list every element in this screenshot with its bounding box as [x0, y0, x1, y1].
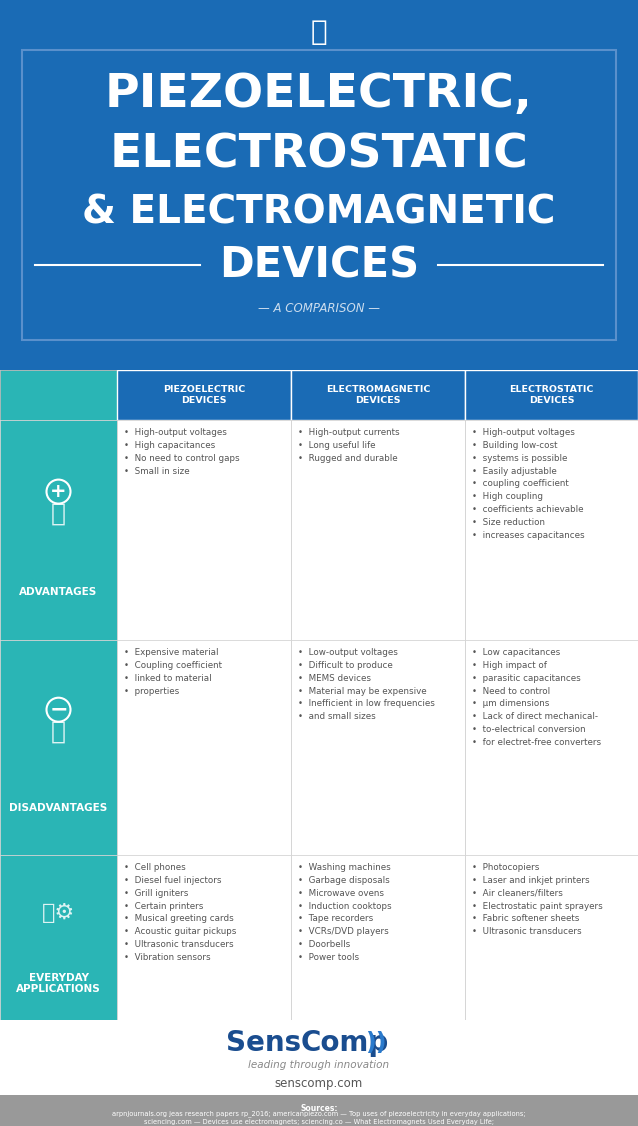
- Text: 🤚: 🤚: [51, 720, 66, 743]
- Bar: [0, 370, 117, 420]
- Bar: [465, 855, 638, 1020]
- Bar: [117, 420, 291, 640]
- Text: Sources:: Sources:: [300, 1103, 338, 1112]
- Bar: [465, 370, 638, 420]
- Text: DISADVANTAGES: DISADVANTAGES: [10, 803, 108, 813]
- Text: 🚶⚙: 🚶⚙: [42, 903, 75, 922]
- Bar: [117, 370, 291, 420]
- Text: senscomp.com: senscomp.com: [275, 1076, 363, 1090]
- Text: •  Low capacitances
•  High impact of
•  parasitic capacitances
•  Need to contr: • Low capacitances • High impact of • pa…: [472, 647, 601, 747]
- Bar: [117, 640, 291, 855]
- Text: )): )): [365, 1031, 387, 1055]
- Bar: [0, 420, 117, 640]
- Text: PIEZOELECTRIC,: PIEZOELECTRIC,: [105, 72, 533, 117]
- Text: •  Photocopiers
•  Laser and inkjet printers
•  Air cleaners/filters
•  Electros: • Photocopiers • Laser and inkjet printe…: [472, 863, 603, 936]
- Text: •  Low-output voltages
•  Difficult to produce
•  MEMS devices
•  Material may b: • Low-output voltages • Difficult to pro…: [298, 647, 435, 722]
- Text: & ELECTROMAGNETIC: & ELECTROMAGNETIC: [82, 193, 556, 231]
- Text: •  High-output voltages
•  Building low-cost
•  systems is possible
•  Easily ad: • High-output voltages • Building low-co…: [472, 428, 584, 539]
- Text: −: −: [49, 699, 68, 720]
- Text: arpnjournals.org jeas research papers rp_2016; americanpiezo.com — Top uses of p: arpnjournals.org jeas research papers rp…: [112, 1110, 526, 1126]
- Text: ELECTROSTATIC
DEVICES: ELECTROSTATIC DEVICES: [509, 385, 594, 404]
- Text: ELECTROSTATIC: ELECTROSTATIC: [110, 133, 528, 178]
- Text: +: +: [50, 482, 67, 501]
- Text: •  Expensive material
•  Coupling coefficient
•  linked to material
•  propertie: • Expensive material • Coupling coeffici…: [124, 647, 222, 696]
- Text: Comp: Comp: [301, 1029, 389, 1057]
- Bar: [0, 640, 117, 855]
- Bar: [291, 855, 465, 1020]
- Text: ELECTROMAGNETIC
DEVICES: ELECTROMAGNETIC DEVICES: [326, 385, 430, 404]
- Bar: [465, 640, 638, 855]
- Text: PIEZOELECTRIC
DEVICES: PIEZOELECTRIC DEVICES: [163, 385, 245, 404]
- Bar: [291, 420, 465, 640]
- Bar: [0, 855, 117, 1020]
- Bar: [465, 420, 638, 640]
- Bar: [291, 370, 465, 420]
- Bar: [22, 50, 616, 340]
- Text: — A COMPARISON —: — A COMPARISON —: [258, 302, 380, 314]
- Text: •  High-output voltages
•  High capacitances
•  No need to control gaps
•  Small: • High-output voltages • High capacitanc…: [124, 428, 240, 475]
- Text: DEVICES: DEVICES: [219, 244, 419, 286]
- Text: •  Cell phones
•  Diesel fuel injectors
•  Grill igniters
•  Certain printers
• : • Cell phones • Diesel fuel injectors • …: [124, 863, 236, 962]
- Text: •  High-output currents
•  Long useful life
•  Rugged and durable: • High-output currents • Long useful lif…: [298, 428, 399, 463]
- Text: Sens: Sens: [226, 1029, 301, 1057]
- Text: leading through innovation: leading through innovation: [248, 1060, 390, 1070]
- Text: •  Washing machines
•  Garbage disposals
•  Microwave ovens
•  Induction cooktop: • Washing machines • Garbage disposals •…: [298, 863, 392, 962]
- Text: 🧲: 🧲: [311, 18, 327, 46]
- Text: 🤚: 🤚: [51, 501, 66, 526]
- Text: EVERYDAY
APPLICATIONS: EVERYDAY APPLICATIONS: [16, 973, 101, 994]
- Bar: [117, 855, 291, 1020]
- Text: ADVANTAGES: ADVANTAGES: [19, 587, 98, 597]
- Bar: [291, 640, 465, 855]
